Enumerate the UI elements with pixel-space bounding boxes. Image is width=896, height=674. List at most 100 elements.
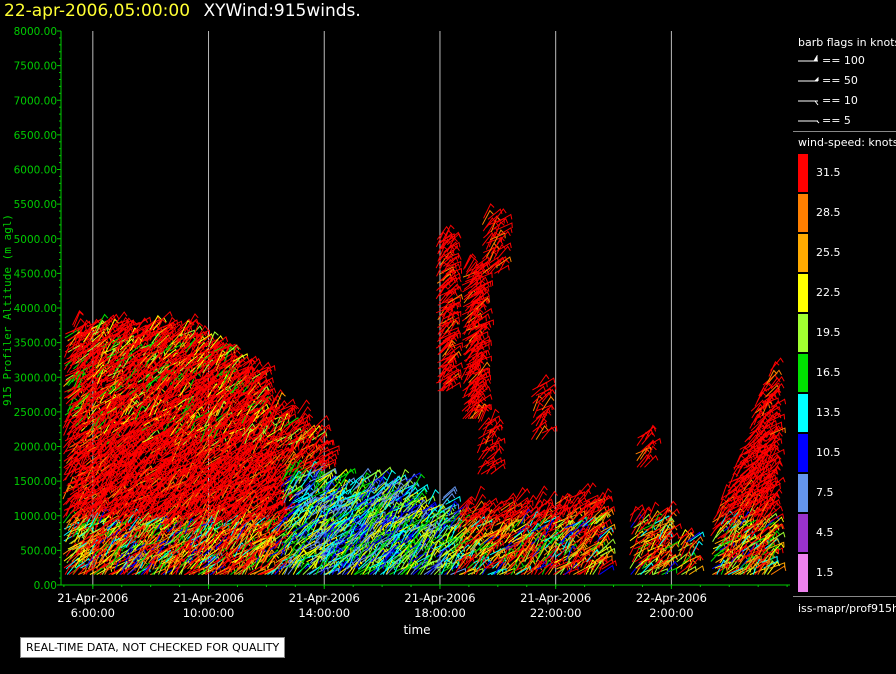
wind-barb (646, 518, 661, 532)
wind-barb (231, 554, 245, 570)
wind-barb (162, 339, 177, 354)
wind-barb (341, 468, 355, 483)
wind-barb (392, 543, 408, 557)
wind-barb (196, 436, 211, 450)
wind-barb (680, 531, 694, 546)
wind-barb (284, 450, 298, 465)
wind-barb (589, 528, 601, 545)
wind-barb (371, 520, 385, 536)
wind-barb (664, 540, 680, 551)
wind-barb (213, 507, 224, 524)
wind-barb (321, 455, 334, 472)
wind-barb (504, 539, 515, 556)
wind-barb (427, 547, 440, 563)
wind-barb (259, 390, 272, 406)
wind-barb (665, 511, 677, 527)
wind-barb (535, 485, 548, 501)
wind-barb (127, 508, 144, 518)
wind-barb (284, 416, 300, 428)
wind-barb (514, 497, 530, 508)
wind-barb (167, 320, 183, 330)
wind-barb (583, 518, 597, 533)
wind-barb (563, 493, 574, 510)
wind-barb (733, 454, 745, 470)
wind-barb (358, 542, 370, 559)
wind-barb (727, 555, 741, 570)
wind-barb (288, 404, 300, 421)
wind-barb (308, 527, 324, 538)
wind-barb (326, 475, 340, 490)
wind-barb (108, 567, 125, 576)
wind-barb (96, 334, 112, 343)
wind-barb (515, 564, 531, 576)
wind-barb (389, 555, 405, 569)
wind-barb (654, 506, 670, 518)
wind-barb (747, 496, 759, 512)
wind-barb (689, 535, 704, 549)
wind-barb (138, 439, 153, 453)
wind-barb (157, 323, 174, 335)
wind-barb (223, 345, 235, 362)
wind-barb (531, 524, 548, 533)
wind-barb (225, 485, 237, 502)
wind-barb (266, 549, 281, 563)
wind-barb (73, 311, 84, 328)
wind-barb (203, 554, 219, 563)
wind-barb (396, 533, 413, 543)
wind-barb (210, 454, 227, 466)
wind-barb (169, 342, 185, 352)
wind-barb (97, 429, 113, 442)
wind-barb (411, 488, 427, 500)
wind-barb (357, 467, 372, 482)
wind-barb (72, 317, 85, 334)
wind-barb (177, 484, 193, 492)
wind-barb (629, 530, 645, 542)
wind-barb (183, 397, 196, 413)
wind-barb (599, 511, 612, 527)
wind-barb (115, 561, 130, 575)
wind-barb (112, 406, 125, 422)
wind-barb (269, 548, 286, 557)
wind-barb (472, 535, 485, 551)
wind-barb (732, 484, 745, 500)
wind-barb (247, 368, 261, 383)
wind-barb (520, 508, 533, 525)
wind-barb (175, 548, 187, 564)
wind-barb (261, 464, 273, 480)
wind-barb (192, 330, 207, 344)
wind-barb (535, 510, 552, 518)
wind-barb (429, 514, 445, 525)
wind-barb (313, 567, 329, 576)
wind-barb (661, 516, 675, 532)
wind-barb (95, 344, 108, 361)
wind-barb (335, 547, 352, 556)
wind-barb (288, 416, 305, 427)
wind-barb (482, 547, 497, 562)
wind-barb (96, 565, 113, 576)
wind-barb (87, 318, 101, 334)
wind-barb (243, 516, 255, 532)
wind-barb (756, 430, 772, 442)
wind-barb (489, 505, 503, 520)
wind-barb (89, 511, 102, 528)
wind-barb (241, 422, 256, 437)
wind-barb (406, 559, 419, 575)
wind-barb (354, 498, 369, 512)
wind-barb (196, 325, 209, 340)
wind-barb (408, 481, 419, 498)
wind-barb (174, 449, 187, 465)
wind-barb (760, 408, 774, 424)
wind-barb (102, 393, 119, 403)
wind-barb (495, 501, 511, 512)
wind-barb (471, 518, 484, 534)
wind-barb (135, 411, 149, 426)
wind-barb (418, 560, 435, 570)
wind-barb (283, 438, 300, 446)
wind-barb (159, 457, 171, 474)
wind-barb (134, 333, 146, 350)
wind-barb (137, 484, 148, 501)
wind-barb (739, 510, 752, 526)
wind-barb (149, 314, 162, 330)
wind-barb (746, 561, 761, 575)
wind-barb (458, 496, 474, 509)
